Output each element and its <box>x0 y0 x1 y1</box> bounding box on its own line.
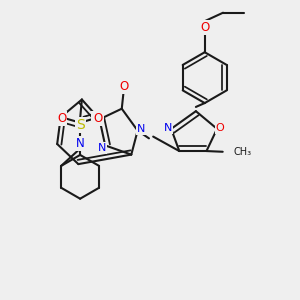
Text: CH₃: CH₃ <box>233 147 251 157</box>
Text: S: S <box>76 118 85 132</box>
Text: N: N <box>137 124 146 134</box>
Text: N: N <box>92 112 100 122</box>
Text: O: O <box>57 112 66 125</box>
Text: O: O <box>119 80 128 93</box>
Text: O: O <box>215 123 224 133</box>
Text: N: N <box>76 137 85 150</box>
Text: N: N <box>98 143 106 153</box>
Text: N: N <box>164 123 172 133</box>
Text: O: O <box>200 21 209 34</box>
Text: O: O <box>94 112 103 125</box>
